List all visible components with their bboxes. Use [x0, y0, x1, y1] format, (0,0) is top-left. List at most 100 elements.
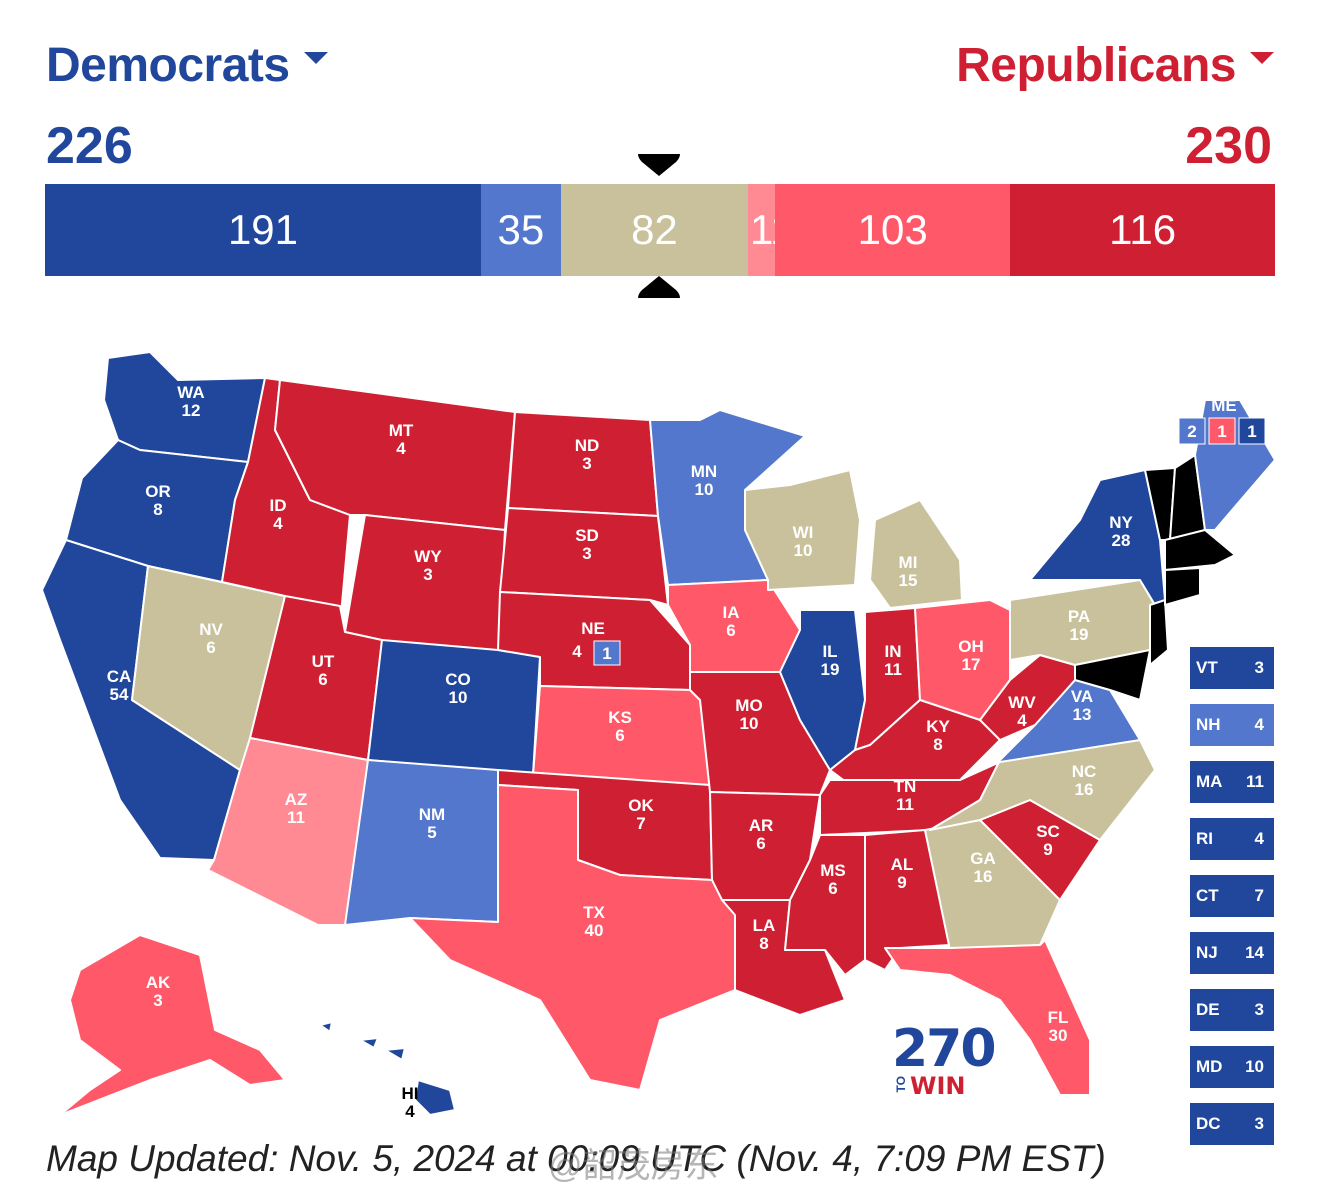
me-district2-box[interactable] — [1208, 417, 1236, 445]
state-label-NM: NM — [419, 805, 445, 824]
watermark: @韶茂房东 — [548, 1147, 719, 1185]
side-state-de[interactable]: DE 3 — [1190, 989, 1274, 1031]
ne-district-box[interactable] — [593, 640, 621, 666]
state-ev-UT: 6 — [318, 670, 327, 689]
state-label-MN: MN — [691, 462, 717, 481]
state-ev-ID: 4 — [273, 514, 283, 533]
state-ev-IA: 6 — [726, 621, 735, 640]
state-ev-NM: 5 — [427, 823, 436, 842]
state-NC[interactable] — [929, 739, 1156, 841]
democrats-label: Democrats — [46, 39, 290, 92]
side-state-md[interactable]: MD 10 — [1190, 1046, 1274, 1088]
state-ev-AK: 3 — [153, 991, 162, 1010]
chevron-down-icon[interactable] — [303, 52, 328, 65]
state-ev-MO: 10 — [740, 714, 759, 733]
us-electoral-map: WA 12 OR 8 CA 54 NV 6 ID 4 MT 4 WY 3 UT … — [41, 351, 1276, 1121]
state-label-ND: ND — [575, 436, 600, 455]
state-HI[interactable] — [319, 1021, 456, 1116]
state-ev-WV: 4 — [1017, 711, 1027, 730]
side-state-ev: 10 — [1245, 1057, 1264, 1076]
state-CO[interactable] — [367, 639, 541, 776]
side-state-ev: 11 — [1246, 772, 1264, 791]
state-label-GA: GA — [970, 849, 996, 868]
bar-segment-tossup: 82 — [560, 184, 749, 276]
state-NM[interactable] — [344, 759, 499, 926]
state-SD[interactable] — [499, 507, 669, 606]
state-NJ[interactable] — [1149, 599, 1169, 666]
side-state-vt[interactable]: VT 3 — [1190, 647, 1274, 689]
state-ev-LA: 8 — [759, 934, 768, 953]
state-ev-VA: 13 — [1073, 705, 1092, 724]
state-ev-KS: 6 — [615, 726, 624, 745]
side-state-abbr: RI — [1196, 829, 1213, 848]
state-ev-SC: 9 — [1043, 840, 1052, 859]
side-state-abbr: VT — [1196, 658, 1218, 677]
bar-segment-likely-dem: 35 — [480, 184, 561, 276]
state-ev-HI: 4 — [405, 1102, 415, 1121]
state-label-OK: OK — [628, 796, 654, 815]
state-label-OH: OH — [958, 637, 984, 656]
state-label-KY: KY — [926, 717, 950, 736]
side-state-ev: 3 — [1254, 1114, 1264, 1133]
state-CT[interactable] — [1164, 567, 1201, 606]
state-MI[interactable] — [869, 499, 963, 609]
me-statewide-box[interactable] — [1178, 417, 1206, 445]
side-state-abbr: CT — [1196, 886, 1219, 905]
state-label-PA: PA — [1068, 607, 1090, 626]
state-ev-WA: 12 — [182, 401, 201, 420]
logo-win: WIN — [910, 1072, 966, 1100]
state-label-KS: KS — [608, 708, 632, 727]
me-district1-ev: 1 — [1247, 422, 1256, 441]
state-ev-PA: 19 — [1070, 625, 1089, 644]
side-state-ct[interactable]: CT 7 — [1190, 875, 1274, 917]
state-label-WI: WI — [793, 523, 814, 542]
state-label-TX: TX — [583, 903, 605, 922]
side-state-nj[interactable]: NJ 14 — [1190, 932, 1274, 974]
side-state-abbr: MA — [1196, 772, 1223, 791]
republicans-total: 230 — [1185, 117, 1272, 175]
republicans-selector[interactable]: Republicans — [956, 38, 1274, 93]
state-ev-AL: 9 — [897, 873, 906, 892]
logo-number: 270 — [892, 1019, 997, 1079]
state-label-ME: ME — [1211, 396, 1237, 415]
state-ev-GA: 16 — [974, 867, 993, 886]
state-ev-AZ: 11 — [287, 808, 305, 827]
side-state-nh[interactable]: NH 4 — [1190, 704, 1274, 746]
state-ev-MS: 6 — [828, 879, 837, 898]
me-district1-box[interactable] — [1238, 417, 1266, 445]
democrats-selector[interactable]: Democrats — [46, 38, 328, 93]
state-ev-FL: 30 — [1049, 1026, 1068, 1045]
state-label-HI: HI — [402, 1084, 419, 1103]
side-state-ri[interactable]: RI 4 — [1190, 818, 1274, 860]
bar-segment-lean-rep: 11 — [748, 184, 776, 276]
state-TX[interactable] — [409, 784, 736, 1091]
side-state-abbr: MD — [1196, 1057, 1223, 1076]
state-MD[interactable] — [1074, 649, 1151, 701]
side-state-ma[interactable]: MA 11 — [1190, 761, 1274, 803]
state-FL[interactable] — [884, 939, 1091, 1096]
state-label-CA: CA — [107, 667, 132, 686]
state-label-FL: FL — [1048, 1008, 1069, 1027]
side-state-abbr: NJ — [1196, 943, 1218, 962]
state-ev-OR: 8 — [153, 500, 162, 519]
state-label-MI: MI — [899, 553, 918, 572]
chevron-down-icon[interactable] — [1250, 52, 1274, 65]
state-AK[interactable] — [59, 934, 286, 1116]
state-ev-NY: 28 — [1112, 531, 1131, 550]
state-label-IA: IA — [723, 603, 740, 622]
state-ev-NV: 6 — [206, 638, 215, 657]
state-label-WV: WV — [1008, 693, 1036, 712]
side-state-dc[interactable]: DC 3 — [1190, 1103, 1274, 1145]
state-MA[interactable] — [1164, 529, 1236, 571]
state-label-NY: NY — [1109, 513, 1133, 532]
state-WI[interactable] — [744, 469, 861, 591]
state-label-NV: NV — [199, 620, 223, 639]
state-label-MS: MS — [820, 861, 846, 880]
side-state-abbr: DC — [1196, 1114, 1221, 1133]
ne-district-ev: 1 — [602, 644, 611, 663]
state-label-LA: LA — [753, 916, 776, 935]
map-updated-text: Map Updated: Nov. 5, 2024 at 00:09 UTC (… — [46, 1138, 1106, 1179]
bar-segment-likely-rep: 103 — [775, 184, 1011, 276]
republicans-label: Republicans — [956, 39, 1236, 92]
270-marker-bottom-icon — [638, 276, 680, 298]
